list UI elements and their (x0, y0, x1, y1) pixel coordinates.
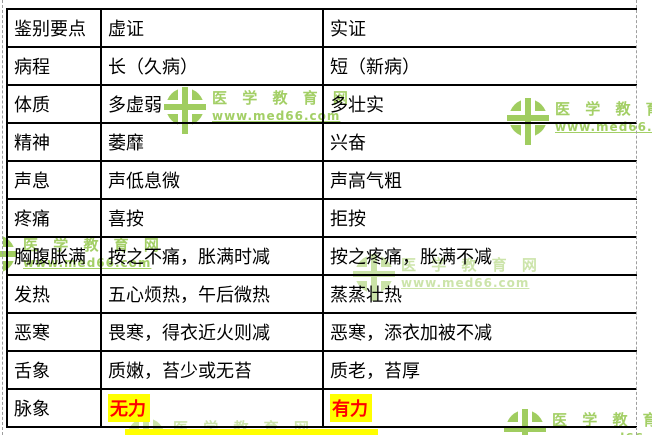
table-header-row: 鉴别要点 虚证 实证 (6, 8, 637, 48)
deficiency-cell: 无力 (100, 388, 324, 428)
deficiency-cell: 长（久病） (100, 46, 324, 86)
excess-cell: 拒按 (322, 198, 637, 238)
table-row: 疼痛 喜按 拒按 (6, 198, 637, 238)
deficiency-cell: 质嫩，苔少或无苔 (100, 350, 324, 390)
excess-cell: 兴奋 (322, 122, 637, 162)
highlighted-value: 有力 (330, 394, 372, 422)
table-row: 精神 萎靡 兴奋 (6, 122, 637, 162)
table-row: 发热 五心烦热，午后微热 蒸蒸壮热 (6, 274, 637, 314)
header-excess: 实证 (322, 8, 637, 48)
table-row: 胸腹胀满 按之不痛，胀满时减 按之疼痛，胀满不减 (6, 236, 637, 276)
excess-cell: 蒸蒸壮热 (322, 274, 637, 314)
header-deficiency: 虚证 (100, 8, 324, 48)
deficiency-cell: 按之不痛，胀满时减 (100, 236, 324, 276)
row-label: 疼痛 (6, 198, 102, 238)
deficiency-cell: 畏寒，得衣近火则减 (100, 312, 324, 352)
excess-cell: 恶寒，添衣加被不减 (322, 312, 637, 352)
row-label: 脉象 (6, 388, 102, 428)
header-criteria: 鉴别要点 (6, 8, 102, 48)
deficiency-cell: 萎靡 (100, 122, 324, 162)
text-boundary-left (2, 0, 3, 435)
table-row: 体质 多虚弱 多壮实 (6, 84, 637, 124)
deficiency-cell: 多虚弱 (100, 84, 324, 124)
excess-cell: 按之疼痛，胀满不减 (322, 236, 637, 276)
row-label: 发热 (6, 274, 102, 314)
deficiency-cell: 喜按 (100, 198, 324, 238)
excess-cell: 短（新病） (322, 46, 637, 86)
row-label: 舌象 (6, 350, 102, 390)
row-label: 胸腹胀满 (6, 236, 102, 276)
table-row: 声息 声低息微 声高气粗 (6, 160, 637, 200)
excess-cell: 声高气粗 (322, 160, 637, 200)
deficiency-cell: 声低息微 (100, 160, 324, 200)
deficiency-cell: 五心烦热，午后微热 (100, 274, 324, 314)
text-boundary-right (636, 0, 637, 435)
watermark-url: www.med66.com (552, 432, 652, 435)
excess-cell: 多壮实 (322, 84, 637, 124)
table-row: 病程 长（久病） 短（新病） (6, 46, 637, 86)
table-row: 脉象 无力 有力 (6, 388, 637, 428)
row-label: 声息 (6, 160, 102, 200)
excess-cell: 质老，苔厚 (322, 350, 637, 390)
row-label: 恶寒 (6, 312, 102, 352)
highlighted-value: 无力 (108, 394, 150, 422)
row-label: 病程 (6, 46, 102, 86)
row-label: 体质 (6, 84, 102, 124)
excess-cell: 有力 (322, 388, 637, 428)
comparison-table: 鉴别要点 虚证 实证 病程 长（久病） 短（新病） 体质 多虚弱 多壮实 精神 萎靡 兴奋 声息声… (6, 8, 637, 428)
highlight-strip (125, 429, 378, 435)
table-row: 恶寒 畏寒，得衣近火则减 恶寒，添衣加被不减 (6, 312, 637, 352)
table-row: 舌象 质嫩，苔少或无苔 质老，苔厚 (6, 350, 637, 390)
row-label: 精神 (6, 122, 102, 162)
